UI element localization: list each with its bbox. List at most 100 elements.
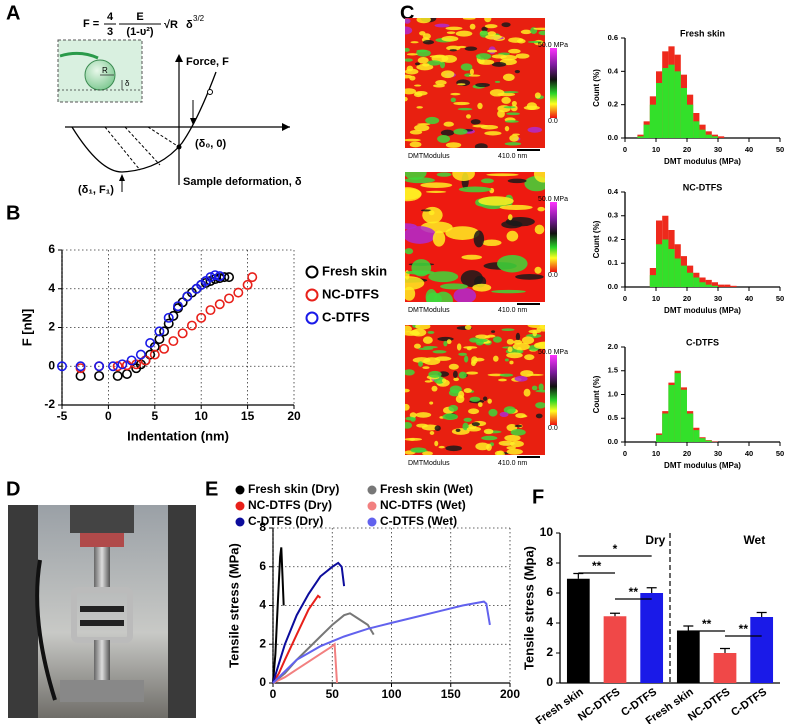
afm-feature (445, 26, 463, 31)
x-tick-label: 0 (623, 145, 627, 154)
histogram-bar (693, 430, 700, 442)
histogram-bar (643, 124, 650, 138)
point (149, 349, 160, 360)
error-bar (683, 625, 694, 631)
afm-feature (405, 270, 435, 275)
color-bar-max: 50.0 MPa (538, 349, 568, 356)
point (154, 326, 165, 337)
formula: F = (83, 18, 99, 30)
histogram-bar (674, 373, 681, 442)
afm-feature (425, 116, 440, 125)
afm-feature (405, 138, 421, 142)
significance-label: * (613, 542, 618, 556)
afm-map (405, 325, 545, 455)
afm-feature (504, 142, 522, 146)
point (121, 368, 132, 379)
afm-feature (427, 60, 442, 66)
afm-feature (491, 54, 507, 59)
legend-label: C-DTFS (Wet) (380, 514, 457, 528)
histogram-bar (699, 129, 706, 138)
afm-feature (405, 325, 412, 333)
afm-feature (471, 422, 480, 427)
afm-feature (436, 172, 452, 177)
point (207, 89, 213, 95)
afm-feature (499, 411, 509, 418)
afm-feature (477, 402, 483, 408)
x-axis-label: DMT modulus (MPa) (664, 306, 741, 315)
afm-feature (486, 173, 519, 177)
x-tick-label: 20 (683, 449, 691, 458)
bar (750, 617, 774, 683)
point (117, 359, 128, 370)
afm-feature (414, 62, 421, 66)
formula-part: 3 (107, 26, 113, 38)
afm-feature (487, 49, 498, 53)
legend-label: Fresh skin (Wet) (380, 482, 473, 496)
color-bar-max: 50.0 MPa (538, 42, 568, 49)
afm-feature (409, 412, 417, 418)
x-tick-label: 40 (745, 145, 753, 154)
chart-title: Fresh skin (680, 28, 725, 38)
histogram-bar (656, 83, 663, 138)
afm-feature (527, 40, 543, 44)
legend-label: NC-DTFS (322, 286, 379, 301)
afm-feature (481, 435, 498, 441)
afm-feature (491, 330, 496, 333)
color-bar-min: 0.0 (548, 118, 558, 125)
histogram-bar (705, 134, 712, 138)
afm-feature (429, 401, 434, 405)
afm-feature (405, 276, 425, 291)
afm-feature (524, 354, 535, 361)
afm-feature (484, 18, 492, 23)
afm-feature (486, 443, 492, 451)
line (272, 561, 346, 684)
histogram-bar (705, 131, 712, 138)
afm-feature (406, 65, 414, 72)
afm-feature (483, 428, 494, 435)
afm-feature (434, 356, 452, 361)
afm-feature (405, 388, 410, 393)
formula-part: δ (186, 19, 193, 31)
histogram-bar (705, 440, 712, 442)
y-tick-label: 0 (546, 675, 553, 689)
line (272, 547, 285, 684)
afm-feature (481, 239, 502, 247)
afm-feature (514, 424, 523, 428)
afm-feature (515, 53, 530, 59)
afm-feature (496, 450, 505, 455)
force-axis-label: Force, F (186, 56, 229, 68)
afm-map (405, 18, 545, 148)
legend-label: C-DTFS (Dry) (248, 514, 323, 528)
x-tick-label: 20 (683, 294, 691, 303)
y-tick-label: 6 (546, 585, 553, 599)
point (75, 361, 86, 372)
x-tick-label: 50 (326, 687, 340, 701)
afm-feature (405, 248, 414, 255)
radius-label: R (102, 66, 108, 75)
afm-feature (528, 329, 542, 334)
schematic: F = 4 3 E (1-υ²) √R δ 3/2 Force, F R δ (… (57, 11, 302, 196)
y-tick-label: 0.0 (608, 282, 618, 291)
y-tick-label: 4 (259, 598, 266, 612)
point-label: (δ₀, 0) (195, 138, 227, 150)
histogram-bar (656, 244, 663, 287)
error-bar (610, 612, 620, 617)
afm-feature (422, 63, 430, 67)
afm-feature (416, 18, 431, 24)
afm-feature (445, 226, 480, 240)
afm-feature (420, 209, 432, 212)
color-bar (550, 355, 557, 425)
histogram-bar (662, 68, 669, 138)
y-tick-label: 0.0 (608, 437, 618, 446)
afm-feature (406, 53, 418, 56)
afm-feature (491, 62, 507, 67)
channel-label: DMTModulus (408, 153, 450, 160)
afm-feature (481, 26, 488, 32)
afm-feature (405, 416, 416, 421)
afm-feature (464, 355, 469, 363)
histogram-bar (687, 104, 694, 138)
afm-feature (514, 375, 528, 382)
afm-feature (509, 440, 524, 448)
afm-feature (432, 350, 447, 354)
afm-feature (503, 106, 516, 109)
